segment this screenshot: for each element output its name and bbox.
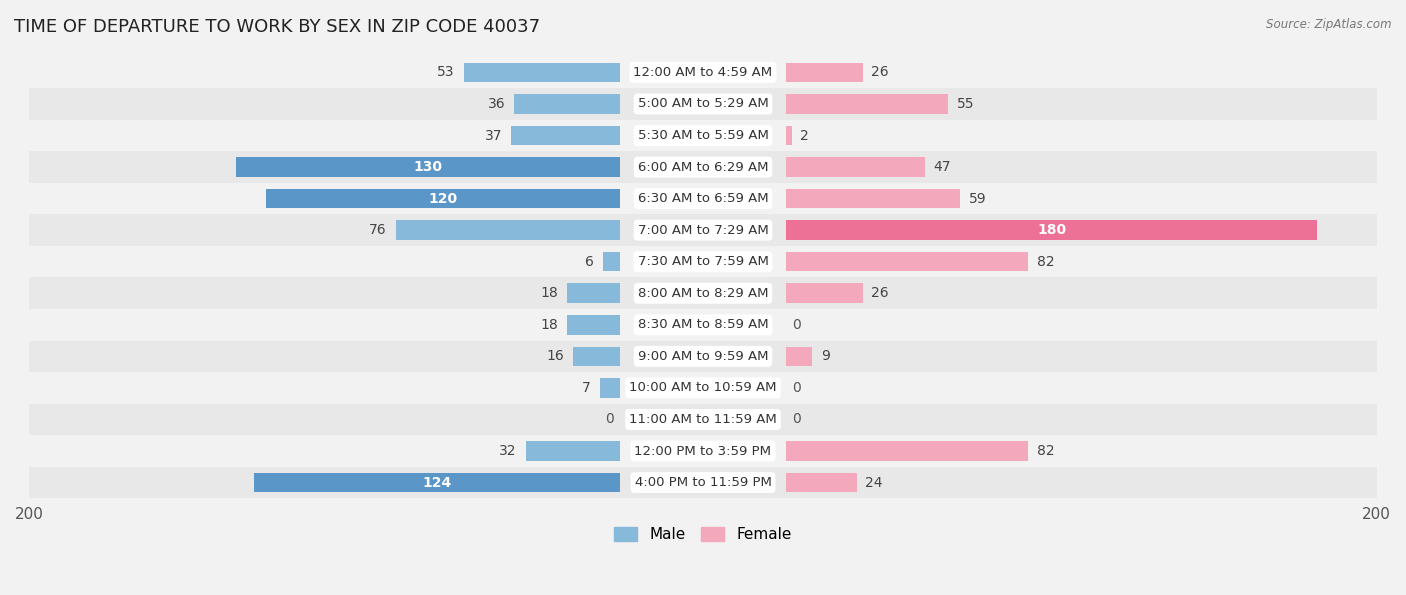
Text: 36: 36 <box>488 97 505 111</box>
Bar <box>603 252 620 271</box>
Bar <box>395 220 620 240</box>
Text: 4:00 PM to 11:59 PM: 4:00 PM to 11:59 PM <box>634 476 772 489</box>
Text: 24: 24 <box>866 475 883 490</box>
Text: 32: 32 <box>499 444 517 458</box>
Text: 18: 18 <box>540 286 558 300</box>
Text: 7:00 AM to 7:29 AM: 7:00 AM to 7:29 AM <box>638 224 768 237</box>
Text: 8:00 AM to 8:29 AM: 8:00 AM to 8:29 AM <box>638 287 768 300</box>
Text: 12:00 AM to 4:59 AM: 12:00 AM to 4:59 AM <box>634 66 772 79</box>
Text: 55: 55 <box>957 97 974 111</box>
Bar <box>30 214 1376 246</box>
Bar <box>567 315 620 334</box>
Bar <box>30 340 1376 372</box>
Bar <box>30 372 1376 403</box>
Bar <box>30 309 1376 340</box>
Text: 130: 130 <box>413 160 443 174</box>
Text: 2: 2 <box>800 129 810 143</box>
Text: 26: 26 <box>872 286 889 300</box>
Text: 8:30 AM to 8:59 AM: 8:30 AM to 8:59 AM <box>638 318 768 331</box>
Bar <box>30 467 1376 499</box>
Text: 16: 16 <box>547 349 564 364</box>
Bar <box>574 346 620 366</box>
Bar <box>30 403 1376 435</box>
Text: 5:00 AM to 5:29 AM: 5:00 AM to 5:29 AM <box>638 98 768 111</box>
Bar <box>30 277 1376 309</box>
Bar <box>526 441 620 461</box>
Text: 6: 6 <box>585 255 593 269</box>
Text: 82: 82 <box>1036 444 1054 458</box>
Bar <box>464 62 620 82</box>
Text: 0: 0 <box>792 412 800 427</box>
Bar <box>786 473 856 492</box>
Bar <box>30 435 1376 467</box>
Text: 6:00 AM to 6:29 AM: 6:00 AM to 6:29 AM <box>638 161 768 174</box>
Bar <box>786 252 1028 271</box>
Text: 0: 0 <box>792 381 800 395</box>
Bar <box>786 94 948 114</box>
Text: 9: 9 <box>821 349 830 364</box>
Text: 47: 47 <box>934 160 950 174</box>
Bar <box>786 283 862 303</box>
Bar <box>786 189 960 208</box>
Text: 0: 0 <box>606 412 614 427</box>
Bar <box>254 473 620 492</box>
Text: 53: 53 <box>437 65 456 79</box>
Bar <box>30 57 1376 88</box>
Bar <box>786 126 792 145</box>
Bar <box>266 189 620 208</box>
Text: 7: 7 <box>582 381 591 395</box>
Text: TIME OF DEPARTURE TO WORK BY SEX IN ZIP CODE 40037: TIME OF DEPARTURE TO WORK BY SEX IN ZIP … <box>14 18 540 36</box>
Text: 0: 0 <box>792 318 800 332</box>
Text: 76: 76 <box>370 223 387 237</box>
Bar <box>30 183 1376 214</box>
Text: 180: 180 <box>1038 223 1066 237</box>
Bar <box>786 157 925 177</box>
Text: Source: ZipAtlas.com: Source: ZipAtlas.com <box>1267 18 1392 31</box>
Bar <box>30 88 1376 120</box>
Text: 7:30 AM to 7:59 AM: 7:30 AM to 7:59 AM <box>637 255 769 268</box>
Bar <box>30 151 1376 183</box>
Legend: Male, Female: Male, Female <box>609 521 797 548</box>
Text: 18: 18 <box>540 318 558 332</box>
Text: 124: 124 <box>422 475 451 490</box>
Text: 59: 59 <box>969 192 987 206</box>
Bar <box>786 441 1028 461</box>
Text: 6:30 AM to 6:59 AM: 6:30 AM to 6:59 AM <box>638 192 768 205</box>
Bar <box>515 94 620 114</box>
Text: 82: 82 <box>1036 255 1054 269</box>
Bar <box>30 120 1376 151</box>
Text: 9:00 AM to 9:59 AM: 9:00 AM to 9:59 AM <box>638 350 768 363</box>
Text: 11:00 AM to 11:59 AM: 11:00 AM to 11:59 AM <box>628 413 778 426</box>
Text: 10:00 AM to 10:59 AM: 10:00 AM to 10:59 AM <box>630 381 776 394</box>
Text: 12:00 PM to 3:59 PM: 12:00 PM to 3:59 PM <box>634 444 772 458</box>
Bar <box>786 62 862 82</box>
Text: 120: 120 <box>429 192 457 206</box>
Bar <box>567 283 620 303</box>
Bar <box>786 346 813 366</box>
Text: 5:30 AM to 5:59 AM: 5:30 AM to 5:59 AM <box>637 129 769 142</box>
Bar <box>30 246 1376 277</box>
Bar <box>786 220 1317 240</box>
Text: 37: 37 <box>485 129 502 143</box>
Bar <box>599 378 620 397</box>
Bar <box>236 157 620 177</box>
Text: 26: 26 <box>872 65 889 79</box>
Bar <box>510 126 620 145</box>
